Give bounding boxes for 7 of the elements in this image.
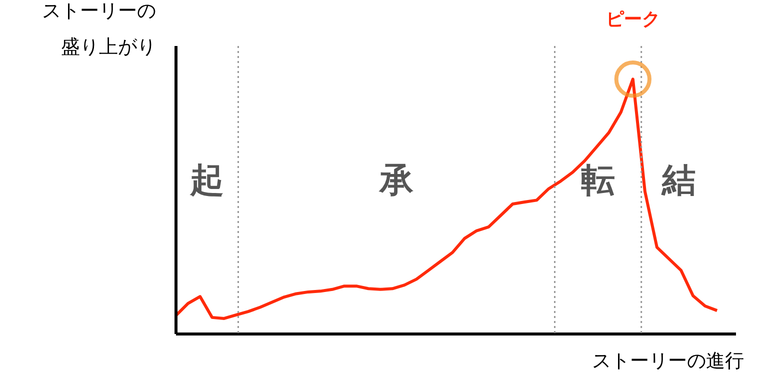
- y-axis-title: ストーリーの盛り上がり: [42, 0, 156, 58]
- text: ピーク: [606, 9, 660, 30]
- annotation: 承: [378, 160, 414, 200]
- annotation: 転: [581, 160, 616, 200]
- annotation: 結: [661, 160, 696, 200]
- annotation: 起: [189, 160, 224, 200]
- x-axis-title: ストーリーの進行: [592, 350, 744, 372]
